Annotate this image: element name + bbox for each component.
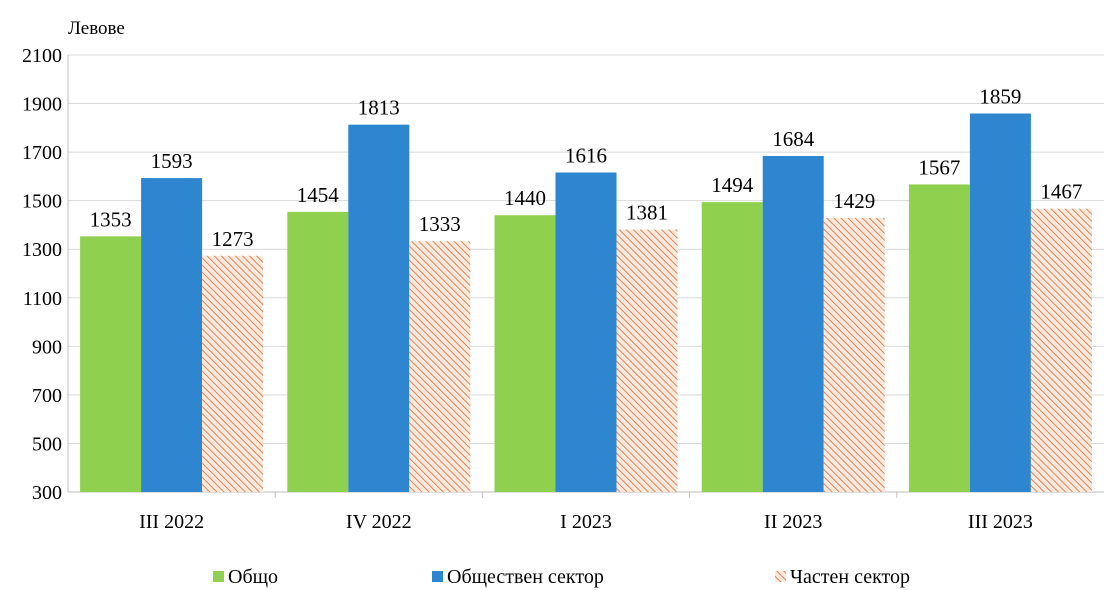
bar-value-label: 1429 — [833, 189, 875, 213]
bar-value-label: 1813 — [358, 96, 400, 120]
y-tick-label: 1100 — [23, 288, 62, 310]
bar-value-label: 1467 — [1040, 180, 1082, 204]
y-axis-unit-label: Левове — [68, 18, 125, 39]
legend-label: Общо — [228, 566, 278, 588]
bar — [409, 241, 471, 492]
bar — [1030, 208, 1092, 492]
bar-value-label: 1567 — [918, 155, 960, 179]
bar — [823, 217, 885, 493]
legend-label: Частен сектор — [790, 566, 910, 588]
data-labels: 1353 1593 1273 1454 1813 1333 1440 1616 1381 1494… — [90, 85, 1083, 251]
bar-value-label: 1440 — [504, 186, 546, 210]
bar — [80, 236, 142, 492]
x-tick-label: I 2023 — [560, 511, 612, 533]
legend-swatch — [432, 571, 443, 582]
bar-value-label: 1684 — [772, 127, 815, 151]
bar-value-label: 1381 — [626, 201, 668, 225]
bar — [908, 184, 970, 492]
bar-value-label: 1273 — [212, 227, 254, 251]
x-tick-label: III 2023 — [968, 511, 1033, 533]
bar-value-label: 1353 — [90, 207, 132, 231]
bar-value-label: 1859 — [979, 85, 1021, 109]
bar — [616, 229, 678, 492]
bar — [141, 178, 203, 493]
bar — [494, 215, 556, 492]
axes: 300 500 700 900 1100 1300 1500 1700 1900 2100 III … — [22, 45, 1104, 533]
bar — [969, 113, 1031, 492]
y-tick-label: 900 — [32, 336, 62, 358]
y-tick-label: 1500 — [22, 191, 62, 213]
bar-value-label: 1454 — [297, 183, 340, 207]
legend-label: Обществен сектор — [447, 566, 604, 588]
bars — [80, 113, 1092, 493]
y-tick-label: 1900 — [22, 94, 62, 116]
bar-value-label: 1616 — [565, 144, 607, 168]
bar-value-label: 1494 — [711, 173, 754, 197]
legend: Общо Обществен сектор Частен сектор — [213, 566, 910, 588]
y-tick-label: 1700 — [22, 142, 62, 164]
legend-swatch — [775, 571, 786, 582]
y-tick-label: 2100 — [22, 45, 62, 67]
y-tick-label: 300 — [32, 482, 62, 504]
y-tick-label: 1300 — [22, 239, 62, 261]
bar — [202, 255, 264, 492]
bar — [287, 211, 349, 492]
bar — [762, 155, 824, 493]
y-tick-label: 500 — [32, 433, 62, 455]
legend-swatch — [213, 571, 224, 582]
x-tick-label: IV 2022 — [346, 511, 412, 533]
bar — [348, 124, 410, 493]
y-tick-label: 700 — [32, 385, 62, 407]
x-tick-label: II 2023 — [764, 511, 822, 533]
bar — [701, 202, 763, 492]
x-tick-label: III 2022 — [139, 511, 204, 533]
bar — [555, 172, 617, 492]
bar-value-label: 1593 — [151, 149, 193, 173]
bar-value-label: 1333 — [419, 212, 461, 236]
